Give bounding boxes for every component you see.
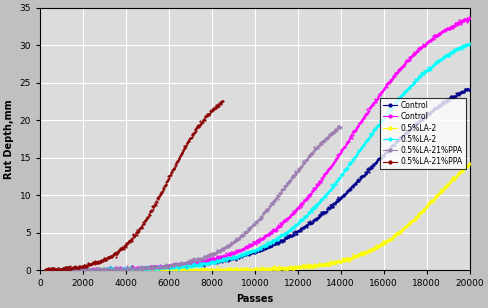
0.5%LA-2 <box>467 41 472 45</box>
Line: 0.5%LA-21%PPA: 0.5%LA-21%PPA <box>44 100 224 271</box>
0.5%LA-2 <box>85 267 91 271</box>
0.5%LA-2 <box>41 267 47 271</box>
Control <box>465 87 471 91</box>
0.5%LA-21%PPA <box>338 125 344 129</box>
0.5%LA-2 <box>229 257 235 260</box>
0.5%LA-21%PPA <box>79 265 84 269</box>
0.5%LA-2 <box>334 260 340 264</box>
0.5%LA-21%PPA <box>219 99 225 103</box>
0.5%LA-2 <box>467 161 472 165</box>
Control <box>467 87 472 91</box>
0.5%LA-2 <box>214 265 220 269</box>
Control <box>214 254 220 258</box>
Control <box>41 268 47 271</box>
Control <box>333 200 339 203</box>
0.5%LA-21%PPA <box>272 197 278 201</box>
Control <box>213 260 219 264</box>
0.5%LA-2 <box>373 125 379 129</box>
Line: Control: Control <box>44 88 470 271</box>
0.5%LA-21%PPA <box>236 237 242 241</box>
Control <box>373 99 379 102</box>
Control <box>466 15 472 18</box>
0.5%LA-2 <box>381 242 387 245</box>
0.5%LA-21%PPA <box>54 267 60 270</box>
Control <box>381 87 387 91</box>
Legend: Control, Control, 0.5%LA-2, 0.5%LA-2, 0.5%LA-21%PPA, 0.5%LA-21%PPA: Control, Control, 0.5%LA-2, 0.5%LA-2, 0.… <box>380 98 466 169</box>
Line: 0.5%LA-2: 0.5%LA-2 <box>44 42 470 271</box>
Line: Control: Control <box>44 16 470 271</box>
0.5%LA-21%PPA <box>337 124 343 128</box>
0.5%LA-21%PPA <box>308 151 314 155</box>
0.5%LA-21%PPA <box>114 267 120 270</box>
0.5%LA-21%PPA <box>135 268 141 272</box>
0.5%LA-21%PPA <box>41 268 47 272</box>
0.5%LA-2 <box>229 267 235 270</box>
0.5%LA-21%PPA <box>117 249 122 252</box>
Control <box>381 154 386 158</box>
Control <box>41 268 47 272</box>
Control <box>43 268 49 272</box>
Y-axis label: Rut Depth,mm: Rut Depth,mm <box>4 99 14 179</box>
Control <box>229 252 235 255</box>
0.5%LA-2 <box>334 179 340 183</box>
0.5%LA-2 <box>381 116 387 119</box>
0.5%LA-21%PPA <box>220 99 225 103</box>
0.5%LA-2 <box>42 268 48 272</box>
Line: 0.5%LA-21%PPA: 0.5%LA-21%PPA <box>44 125 342 271</box>
0.5%LA-2 <box>42 268 48 272</box>
0.5%LA-21%PPA <box>61 267 67 271</box>
X-axis label: Passes: Passes <box>236 294 273 304</box>
Control <box>85 268 91 272</box>
Control <box>373 160 379 164</box>
Control <box>467 16 472 20</box>
Control <box>334 156 340 160</box>
0.5%LA-2 <box>85 267 91 271</box>
Control <box>229 257 235 261</box>
0.5%LA-2 <box>214 258 220 262</box>
0.5%LA-21%PPA <box>174 160 180 164</box>
0.5%LA-21%PPA <box>125 268 131 271</box>
Control <box>85 268 91 272</box>
0.5%LA-21%PPA <box>132 233 138 237</box>
0.5%LA-2 <box>373 245 379 249</box>
0.5%LA-2 <box>41 268 47 272</box>
Line: 0.5%LA-2: 0.5%LA-2 <box>44 163 470 271</box>
0.5%LA-21%PPA <box>41 268 47 272</box>
